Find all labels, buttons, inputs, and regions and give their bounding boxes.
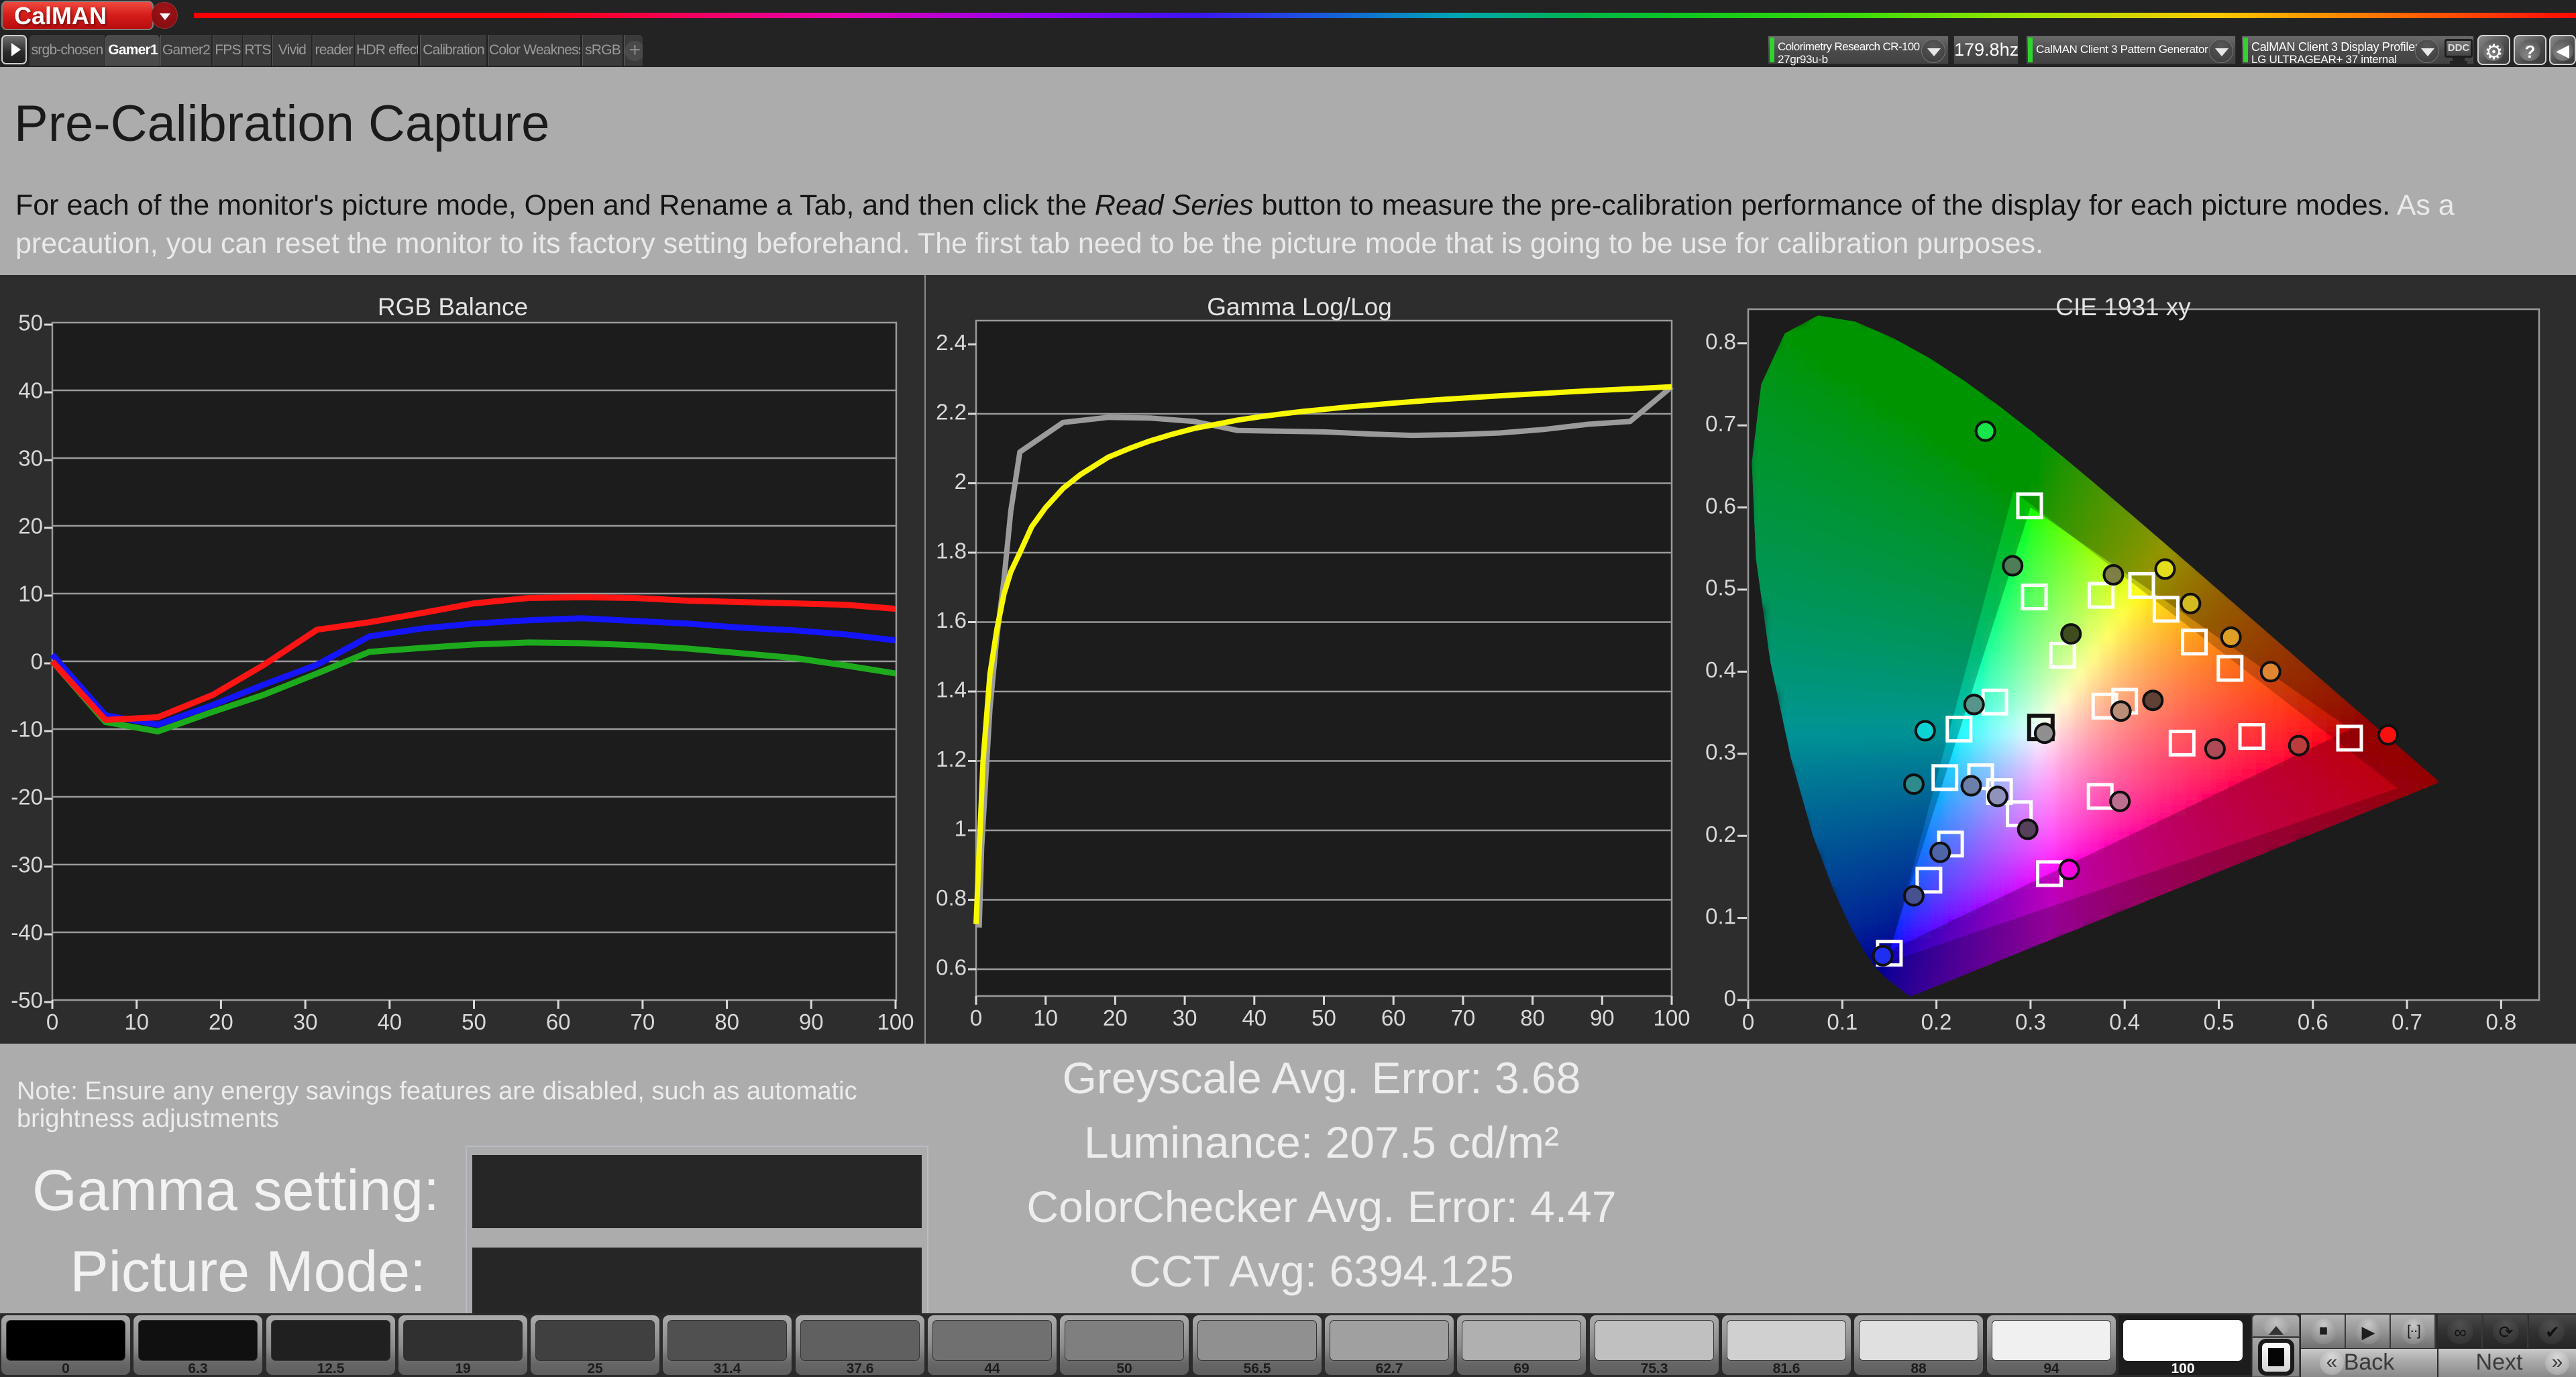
- svg-text:0.1: 0.1: [1827, 1009, 1858, 1034]
- svg-text:0.2: 0.2: [1705, 822, 1736, 846]
- svg-text:0: 0: [1742, 1009, 1754, 1034]
- svg-text:50: 50: [18, 311, 43, 335]
- svg-text:-10: -10: [11, 717, 43, 742]
- svg-text:1: 1: [955, 816, 967, 841]
- svg-text:0.1: 0.1: [1705, 903, 1736, 928]
- svg-text:2: 2: [955, 469, 967, 494]
- svg-text:70: 70: [631, 1009, 655, 1034]
- svg-text:0.6: 0.6: [936, 955, 967, 980]
- svg-text:30: 30: [293, 1009, 318, 1034]
- svg-text:40: 40: [1242, 1005, 1267, 1030]
- svg-text:0.6: 0.6: [2298, 1009, 2328, 1034]
- svg-text:2.4: 2.4: [936, 330, 967, 355]
- svg-text:70: 70: [1451, 1005, 1476, 1030]
- svg-text:-40: -40: [11, 920, 43, 945]
- svg-text:0.8: 0.8: [1705, 329, 1736, 354]
- svg-text:0.5: 0.5: [2204, 1009, 2235, 1034]
- svg-text:-30: -30: [11, 852, 43, 877]
- svg-text:0: 0: [970, 1005, 982, 1030]
- svg-text:0.3: 0.3: [2015, 1009, 2046, 1034]
- svg-text:30: 30: [1173, 1005, 1197, 1030]
- svg-text:0: 0: [1724, 986, 1736, 1011]
- svg-text:90: 90: [799, 1009, 824, 1034]
- svg-text:1.8: 1.8: [936, 539, 967, 563]
- svg-text:RGB Balance: RGB Balance: [378, 293, 528, 321]
- svg-text:0.4: 0.4: [2109, 1009, 2140, 1034]
- svg-text:20: 20: [1103, 1005, 1128, 1030]
- svg-text:0: 0: [31, 649, 43, 674]
- svg-text:1.4: 1.4: [936, 677, 967, 702]
- svg-text:1.2: 1.2: [936, 747, 967, 771]
- svg-text:0.7: 0.7: [2392, 1009, 2422, 1034]
- svg-text:30: 30: [18, 446, 43, 471]
- svg-text:50: 50: [462, 1009, 486, 1034]
- svg-text:0.2: 0.2: [1921, 1009, 1952, 1034]
- svg-text:2.2: 2.2: [936, 400, 967, 425]
- svg-text:60: 60: [1381, 1005, 1406, 1030]
- svg-text:20: 20: [18, 514, 43, 539]
- svg-text:CIE 1931 xy: CIE 1931 xy: [2055, 293, 2191, 321]
- svg-text:0.6: 0.6: [1705, 493, 1736, 518]
- svg-text:100: 100: [1653, 1005, 1690, 1030]
- svg-text:0.7: 0.7: [1705, 411, 1736, 436]
- svg-text:0.8: 0.8: [2485, 1009, 2516, 1034]
- svg-text:20: 20: [209, 1009, 233, 1034]
- svg-text:Gamma Log/Log: Gamma Log/Log: [1207, 293, 1392, 321]
- svg-text:10: 10: [1033, 1005, 1058, 1030]
- svg-text:90: 90: [1590, 1005, 1615, 1030]
- svg-text:10: 10: [124, 1009, 149, 1034]
- svg-text:0.8: 0.8: [936, 885, 967, 910]
- svg-text:0.4: 0.4: [1705, 657, 1736, 682]
- svg-text:-50: -50: [11, 988, 43, 1013]
- svg-text:0.3: 0.3: [1705, 740, 1736, 765]
- svg-text:-20: -20: [11, 785, 43, 810]
- svg-text:80: 80: [1520, 1005, 1545, 1030]
- svg-text:60: 60: [546, 1009, 571, 1034]
- svg-text:10: 10: [18, 582, 43, 606]
- svg-text:100: 100: [877, 1009, 914, 1034]
- svg-text:1.6: 1.6: [936, 608, 967, 632]
- svg-text:0: 0: [46, 1009, 58, 1034]
- svg-text:50: 50: [1311, 1005, 1336, 1030]
- svg-text:0.5: 0.5: [1705, 575, 1736, 600]
- svg-text:40: 40: [377, 1009, 402, 1034]
- svg-text:40: 40: [18, 378, 43, 403]
- svg-text:80: 80: [714, 1009, 739, 1034]
